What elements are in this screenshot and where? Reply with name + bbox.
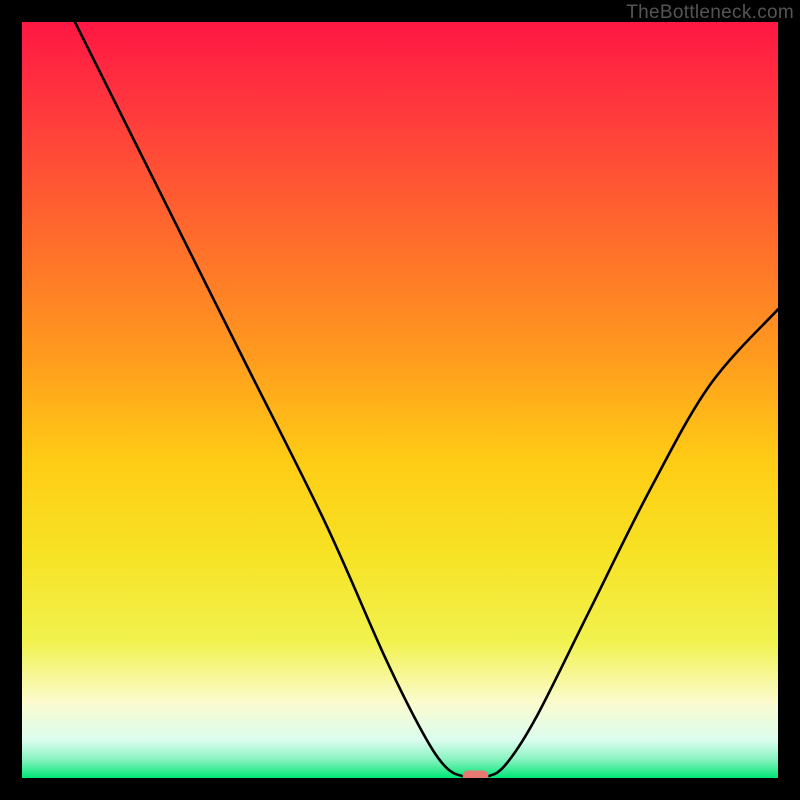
min-marker — [463, 770, 489, 778]
chart-background — [22, 22, 778, 778]
chart-frame: TheBottleneck.com — [0, 0, 800, 800]
plot-area — [22, 22, 778, 778]
watermark-text: TheBottleneck.com — [626, 2, 794, 24]
chart-svg — [22, 22, 778, 778]
